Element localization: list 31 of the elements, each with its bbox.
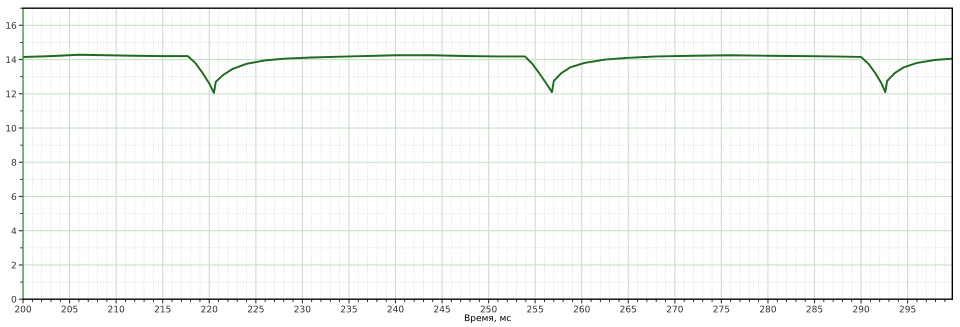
x-tick-label: 240 [388,306,404,312]
x-tick-label: 265 [620,306,636,312]
x-tick-label: 275 [713,306,730,312]
x-tick-label: 290 [853,306,870,312]
y-tick-label: 12 [6,90,16,98]
x-tick-label: 215 [154,306,171,312]
x-tick-label: 205 [62,306,78,312]
y-tick-label: 16 [6,22,16,29]
x-tick-label: 250 [480,306,497,312]
x-tick-label: 280 [760,306,776,312]
x-tick-label: 225 [248,306,264,312]
x-tick-label: 200 [15,306,32,312]
x-tick-label: 295 [900,306,916,312]
y-tick-label: 8 [12,158,16,166]
x-tick-label: 235 [340,306,357,312]
y-tick-label: 14 [6,56,16,63]
x-tick-label: 230 [294,306,310,312]
x-tick-label: 285 [806,306,822,312]
x-tick-label: 260 [574,306,590,312]
x-tick-label: 245 [434,306,450,312]
y-tick-label: 4 [11,228,16,234]
x-tick-label: 210 [108,306,124,312]
y-tick-label: 6 [12,193,16,200]
x-tick-label: 255 [527,306,543,312]
y-tick-label: 0 [12,296,16,303]
x-tick-label: 220 [201,306,218,312]
y-tick-label: 10 [6,124,16,132]
y-tick-label: 2 [12,262,16,268]
x-axis-title: Время, мс [464,314,511,323]
x-tick-label: 270 [666,306,683,312]
line-series [23,54,952,94]
